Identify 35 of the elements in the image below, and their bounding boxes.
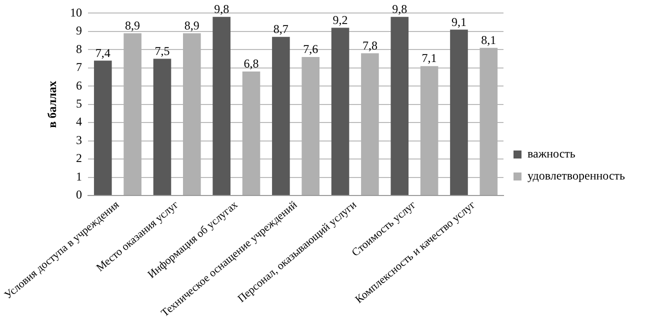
data-label: 8,9 [125, 18, 140, 32]
data-label: 8,1 [481, 32, 496, 47]
y-tick-label: 1 [76, 169, 82, 184]
y-tick-label: 6 [76, 78, 82, 92]
y-tick-label: 7 [76, 60, 82, 74]
bar [450, 30, 468, 196]
y-axis-title: в баллах [44, 80, 59, 128]
bar [94, 60, 112, 196]
bar [272, 36, 290, 196]
legend-label: удовлетворенность [527, 168, 626, 183]
y-tick-label: 0 [76, 188, 82, 202]
data-label: 7,4 [95, 46, 110, 60]
y-tick-label: 9 [76, 24, 82, 38]
data-label: 7,8 [362, 38, 378, 52]
data-label: 9,1 [451, 14, 466, 29]
bar [153, 58, 172, 196]
data-label: 7,6 [303, 42, 318, 56]
legend-label: важность [527, 146, 576, 161]
y-tick-label: 10 [70, 5, 82, 20]
y-tick-label: 2 [76, 151, 82, 166]
data-label: 8,7 [273, 22, 288, 36]
bar [331, 28, 350, 196]
data-label: 7,1 [422, 51, 437, 66]
data-label: 7,5 [154, 44, 170, 58]
data-label: 9,2 [332, 12, 348, 27]
data-label: 9,8 [392, 2, 408, 16]
data-label: 6,8 [244, 56, 259, 71]
y-tick-label: 5 [76, 96, 82, 111]
y-tick-label: 4 [76, 114, 82, 129]
bar [390, 16, 409, 196]
y-tick-label: 3 [76, 132, 82, 147]
data-label: 8,9 [184, 18, 200, 32]
data-label: 9,8 [214, 2, 230, 16]
bar [212, 16, 230, 196]
y-tick-label: 8 [76, 42, 82, 56]
